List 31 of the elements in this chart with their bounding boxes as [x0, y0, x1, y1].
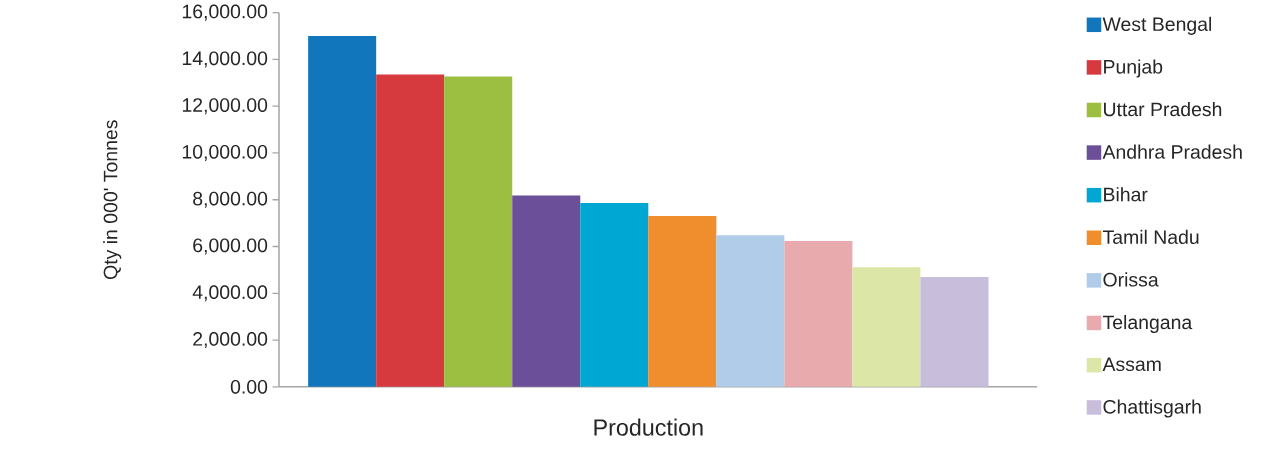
y-tick-label: 14,000.00	[182, 51, 268, 68]
legend-label: Tamil Nadu	[1102, 229, 1199, 245]
bar	[444, 76, 513, 387]
y-tick-label: 0.00	[230, 380, 268, 394]
bar	[852, 267, 921, 387]
legend-label: Andhra Pradesh	[1102, 144, 1242, 159]
y-tick-label: 6,000.00	[193, 238, 268, 255]
legend-label: Orissa	[1103, 272, 1159, 287]
y-tick-label: 8,000.00	[193, 191, 268, 208]
y-tick-label: 16,000.00	[182, 4, 268, 21]
bar	[716, 235, 785, 387]
bar	[308, 36, 377, 387]
legend-label: Telangana	[1102, 315, 1193, 334]
bar	[648, 216, 717, 387]
legend-label: Chattisgarh	[1103, 399, 1201, 418]
bar	[376, 74, 445, 387]
legend-label: Bihar	[1104, 187, 1148, 202]
legend-label: Punjab	[1104, 59, 1163, 78]
y-tick-label: 10,000.00	[182, 145, 268, 162]
bar	[920, 276, 989, 387]
legend-label: West Bengal	[1102, 16, 1212, 35]
y-tick-label: 2,000.00	[193, 332, 268, 349]
bar	[580, 203, 649, 387]
y-tick-label: 4,000.00	[192, 285, 268, 302]
legend-label: Uttar Pradesh	[1104, 102, 1222, 117]
x-tick-label: Production	[594, 418, 703, 436]
y-axis-title: Qty in 000' Tonnes	[103, 120, 122, 280]
legend-label: Assam	[1102, 357, 1161, 372]
bar	[512, 195, 581, 387]
bar	[784, 241, 853, 387]
y-tick-label: 12,000.00	[182, 98, 268, 115]
